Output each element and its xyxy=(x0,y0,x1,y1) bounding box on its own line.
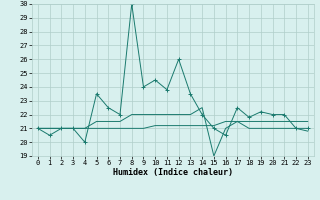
X-axis label: Humidex (Indice chaleur): Humidex (Indice chaleur) xyxy=(113,168,233,177)
